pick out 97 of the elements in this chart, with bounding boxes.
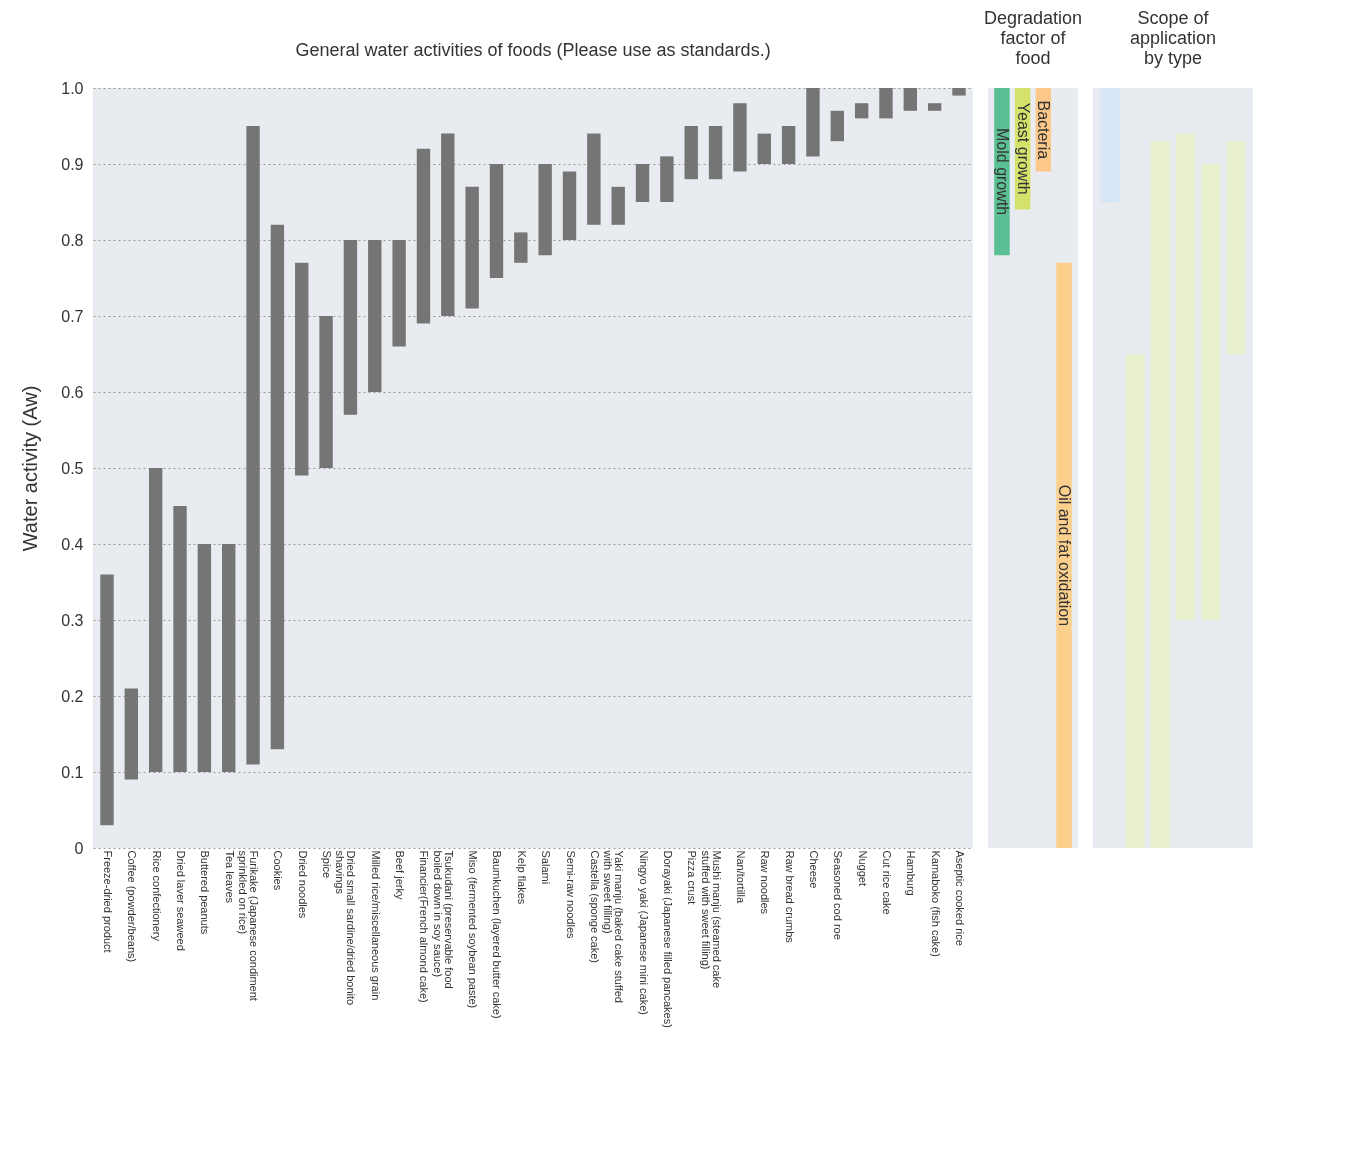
bar: [222, 544, 236, 772]
category-label: Yeast growth: [1014, 102, 1032, 195]
bar: [392, 240, 406, 347]
bar: [757, 133, 771, 164]
x-tick-label: Castella (sponge cake): [588, 850, 601, 964]
x-tick-label: Nan/tortilla: [734, 850, 747, 904]
bar: [587, 133, 601, 225]
x-tick-label: Baumkuchen (layered butter cake): [491, 850, 504, 1019]
x-tick-label: Financier(French almond cake): [418, 850, 431, 1003]
bar: [1125, 354, 1145, 848]
y-tick-label: 0.2: [61, 687, 84, 705]
x-tick-label: Cheese: [807, 850, 820, 889]
y-tick-label: 0.1: [61, 763, 84, 781]
y-tick-label: 1.0: [61, 79, 84, 97]
y-tick-label: 0.5: [61, 459, 84, 477]
chart-title: Degradation factor of food: [983, 8, 1083, 68]
chart-title: Scope of application by type: [1129, 8, 1217, 68]
x-tick-label: Tsukudani (preservable food boiled down in soy sauce): [431, 850, 455, 989]
category-label: Bacteria: [1035, 100, 1053, 160]
bar: [100, 574, 114, 826]
y-tick-label: 0.9: [61, 155, 84, 173]
x-tick-label: Seasoned cod roe: [832, 850, 845, 940]
bar: [562, 171, 577, 240]
x-tick-label: Hamburg: [905, 850, 918, 896]
bar: [879, 88, 893, 119]
x-tick-label: Kelp flakes: [515, 850, 528, 905]
chart-title: General water activities of foods (Please use as standards.): [295, 40, 771, 60]
x-tick-label: Raw bread crumbs: [783, 850, 796, 944]
bar: [927, 103, 942, 111]
bar: [465, 186, 479, 309]
bar: [781, 126, 796, 164]
bar: [416, 148, 431, 324]
bar: [441, 133, 455, 316]
x-tick-label: Dried laver seaweed: [175, 850, 188, 951]
y-tick-label: 0.7: [61, 307, 84, 325]
category-label: Mold growth: [993, 128, 1011, 216]
bar: [1150, 141, 1170, 848]
bar: [319, 316, 333, 468]
bar: [806, 88, 820, 157]
x-tick-label: Nugget: [856, 850, 869, 886]
x-tick-label: Furikake (Japanese condiment sprinkled on rice): [237, 850, 261, 1001]
x-tick-label: Ningyo yaki (Japanese mini cake): [637, 850, 650, 1015]
bar: [733, 103, 747, 172]
bar: [1176, 133, 1196, 620]
x-tick-label: Salami: [540, 850, 553, 885]
bar: [830, 110, 844, 142]
bar: [1226, 141, 1246, 354]
x-tick-label: Kamaboko (fish cake): [929, 850, 942, 957]
bar: [635, 164, 650, 202]
x-tick-label: Mushi manju (steamed cake stuffed with sweet filling): [699, 850, 723, 989]
bar: [295, 262, 309, 476]
x-tick-label: Buttered peanuts: [199, 850, 212, 935]
bar: [660, 156, 674, 202]
bar: [1201, 164, 1221, 620]
x-tick-label: Coffee (powder/beans): [126, 850, 139, 963]
x-tick-label: Tea leaves: [223, 850, 236, 904]
y-tick-label: 0.3: [61, 611, 84, 629]
bar: [611, 186, 625, 225]
bar: [538, 164, 552, 256]
y-tick-label: 0.8: [61, 231, 84, 249]
x-tick-label: Cut rice cake: [880, 850, 893, 915]
bar: [952, 88, 966, 96]
x-tick-label: Dried noodles: [296, 850, 309, 919]
bar: [124, 688, 139, 780]
bar: [684, 126, 698, 180]
x-tick-label: Beef jerky: [394, 850, 407, 900]
bar: [197, 544, 212, 772]
bar: [270, 224, 285, 750]
x-tick-label: Yaki manju (baked cake stuffed with sweet filling): [602, 849, 626, 1003]
bar: [246, 126, 260, 765]
bar: [173, 506, 187, 772]
bar: [343, 240, 358, 415]
x-tick-label: Dried small sardine/dried bonito shavings: [334, 850, 358, 1006]
y-tick-label: 0: [74, 839, 84, 857]
x-tick-label: Aseptic cooked rice: [954, 850, 966, 946]
bar: [1100, 88, 1120, 202]
x-tick-label: Cookies: [272, 850, 285, 891]
category-label: Oil and fat oxidation: [1056, 484, 1074, 627]
bar: [903, 88, 918, 111]
y-tick-label: 0.6: [61, 383, 84, 401]
x-tick-label: Spice: [321, 850, 334, 879]
x-tick-label: Milled rice/miscellaneous grain: [369, 850, 382, 1001]
bar: [708, 126, 723, 180]
bar: [514, 232, 528, 263]
x-tick-label: Semi-raw noodles: [564, 850, 577, 940]
x-tick-label: Rice confectionery: [150, 850, 163, 942]
x-tick-label: Miso (fermented soybean paste): [467, 850, 480, 1009]
bar: [148, 468, 163, 772]
x-tick-label: Dorayaki (Japanese filled pancakes): [661, 850, 674, 1028]
x-tick-label: Raw noodles: [759, 850, 772, 915]
y-axis-title: Water activity (Aw): [19, 385, 42, 552]
y-tick-label: 0.4: [61, 535, 84, 553]
bar: [489, 164, 504, 278]
bar: [854, 103, 869, 119]
x-tick-label: Pizza crust: [686, 850, 699, 905]
bar: [368, 240, 382, 392]
x-tick-label: Freeze-dried product: [102, 850, 114, 953]
